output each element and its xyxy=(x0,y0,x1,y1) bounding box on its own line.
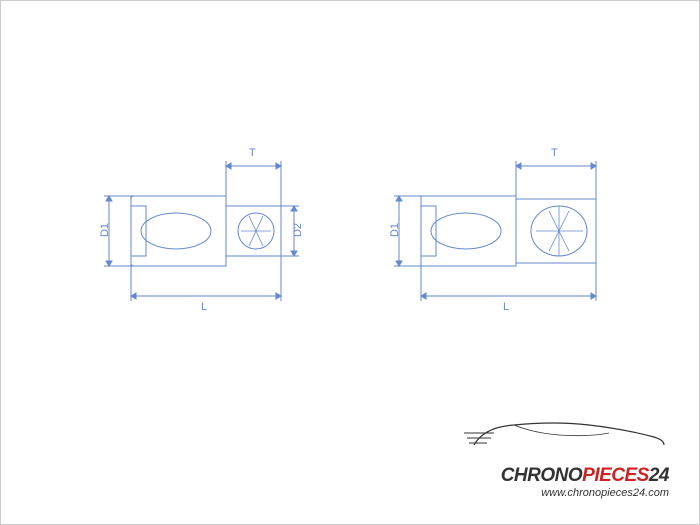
logo-24-text: 24 xyxy=(649,465,669,486)
label-L-right: L xyxy=(503,301,509,313)
technical-diagram-container: T L D1 D2 xyxy=(101,141,621,341)
label-D1-left: D1 xyxy=(99,223,111,237)
logo-pieces-text: PIECES xyxy=(582,465,649,486)
logo-url-text: www.chronopieces24.com xyxy=(449,487,669,499)
socket-right-svg xyxy=(391,141,611,341)
label-L-left: L xyxy=(201,301,207,313)
socket-diagram-right: T L D1 xyxy=(391,141,611,346)
logo-chrono-text: CHRONO xyxy=(501,465,582,486)
car-silhouette-icon xyxy=(459,415,669,460)
label-D2-left: D2 xyxy=(292,223,304,237)
logo-text: CHRONOPIECES24 xyxy=(449,465,669,487)
logo-container: CHRONOPIECES24 www.chronopieces24.com xyxy=(449,415,669,499)
label-T-left: T xyxy=(249,147,256,159)
socket-diagram-left: T L D1 D2 xyxy=(101,141,301,346)
label-T-right: T xyxy=(551,147,558,159)
label-D1-right: D1 xyxy=(389,223,401,237)
